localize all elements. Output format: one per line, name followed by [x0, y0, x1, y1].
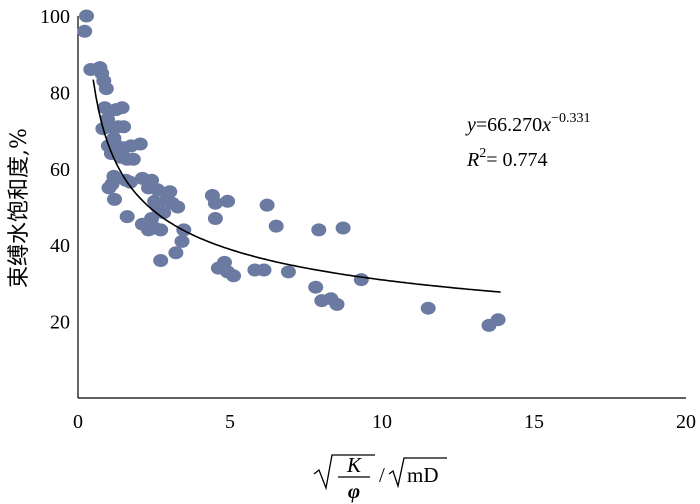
data-point [170, 200, 186, 214]
axes: 20 40 60 80 100 0 5 10 15 20 [40, 6, 696, 433]
y-tick-label: 20 [50, 312, 70, 334]
y-tick-label: 100 [40, 6, 70, 28]
sqrt-symbol-1 [313, 454, 375, 491]
data-point [77, 24, 93, 38]
data-point [490, 313, 506, 327]
data-points [77, 9, 506, 332]
data-point [168, 246, 184, 260]
data-point [207, 212, 223, 225]
data-point [125, 152, 141, 166]
data-point [153, 254, 169, 267]
data-point [220, 194, 236, 208]
x-axis-label: K φ / mD [313, 453, 447, 503]
data-point [174, 234, 190, 248]
data-point [335, 221, 351, 235]
x-label-unit: mD [407, 463, 439, 487]
x-tick-label: 10 [372, 411, 392, 433]
data-point [107, 192, 122, 206]
data-point [220, 265, 236, 279]
data-point [122, 175, 138, 189]
data-point [98, 82, 114, 96]
data-point [150, 183, 166, 197]
y-tick-label: 40 [50, 235, 70, 257]
data-point [280, 265, 296, 279]
x-label-denominator: φ [348, 479, 360, 503]
data-point [141, 223, 156, 237]
data-point [119, 210, 135, 224]
data-point [116, 120, 132, 134]
y-axis-label: 束缚水饱和度,% [7, 128, 32, 288]
data-point [114, 101, 130, 115]
x-tick-label: 15 [524, 411, 544, 433]
data-point [132, 137, 148, 151]
data-point [353, 273, 369, 287]
data-point [329, 297, 345, 311]
data-point [420, 301, 436, 315]
x-ticks: 0 5 10 15 20 [73, 411, 696, 433]
y-ticks: 20 40 60 80 100 [40, 6, 70, 334]
data-point [104, 177, 120, 191]
x-label-numerator: K [346, 453, 362, 477]
trend-line [92, 79, 501, 293]
x-tick-label: 20 [676, 411, 696, 433]
y-tick-label: 60 [50, 159, 70, 181]
x-tick-label: 5 [225, 411, 235, 433]
sqrt-symbol-2 [388, 457, 447, 489]
data-point [256, 263, 272, 277]
data-point [79, 9, 94, 23]
trend-equation: y=66.270x−0.331 [465, 111, 590, 136]
data-point [153, 223, 169, 237]
data-point [207, 196, 223, 210]
y-tick-label: 80 [50, 82, 70, 104]
data-point [259, 198, 275, 212]
data-point [311, 223, 327, 237]
data-point [308, 280, 324, 294]
x-label-slash: / [379, 463, 385, 487]
data-point [97, 101, 113, 115]
r-squared: R2= 0.774 [466, 146, 548, 171]
data-point [268, 219, 284, 233]
x-tick-label: 0 [73, 411, 83, 433]
